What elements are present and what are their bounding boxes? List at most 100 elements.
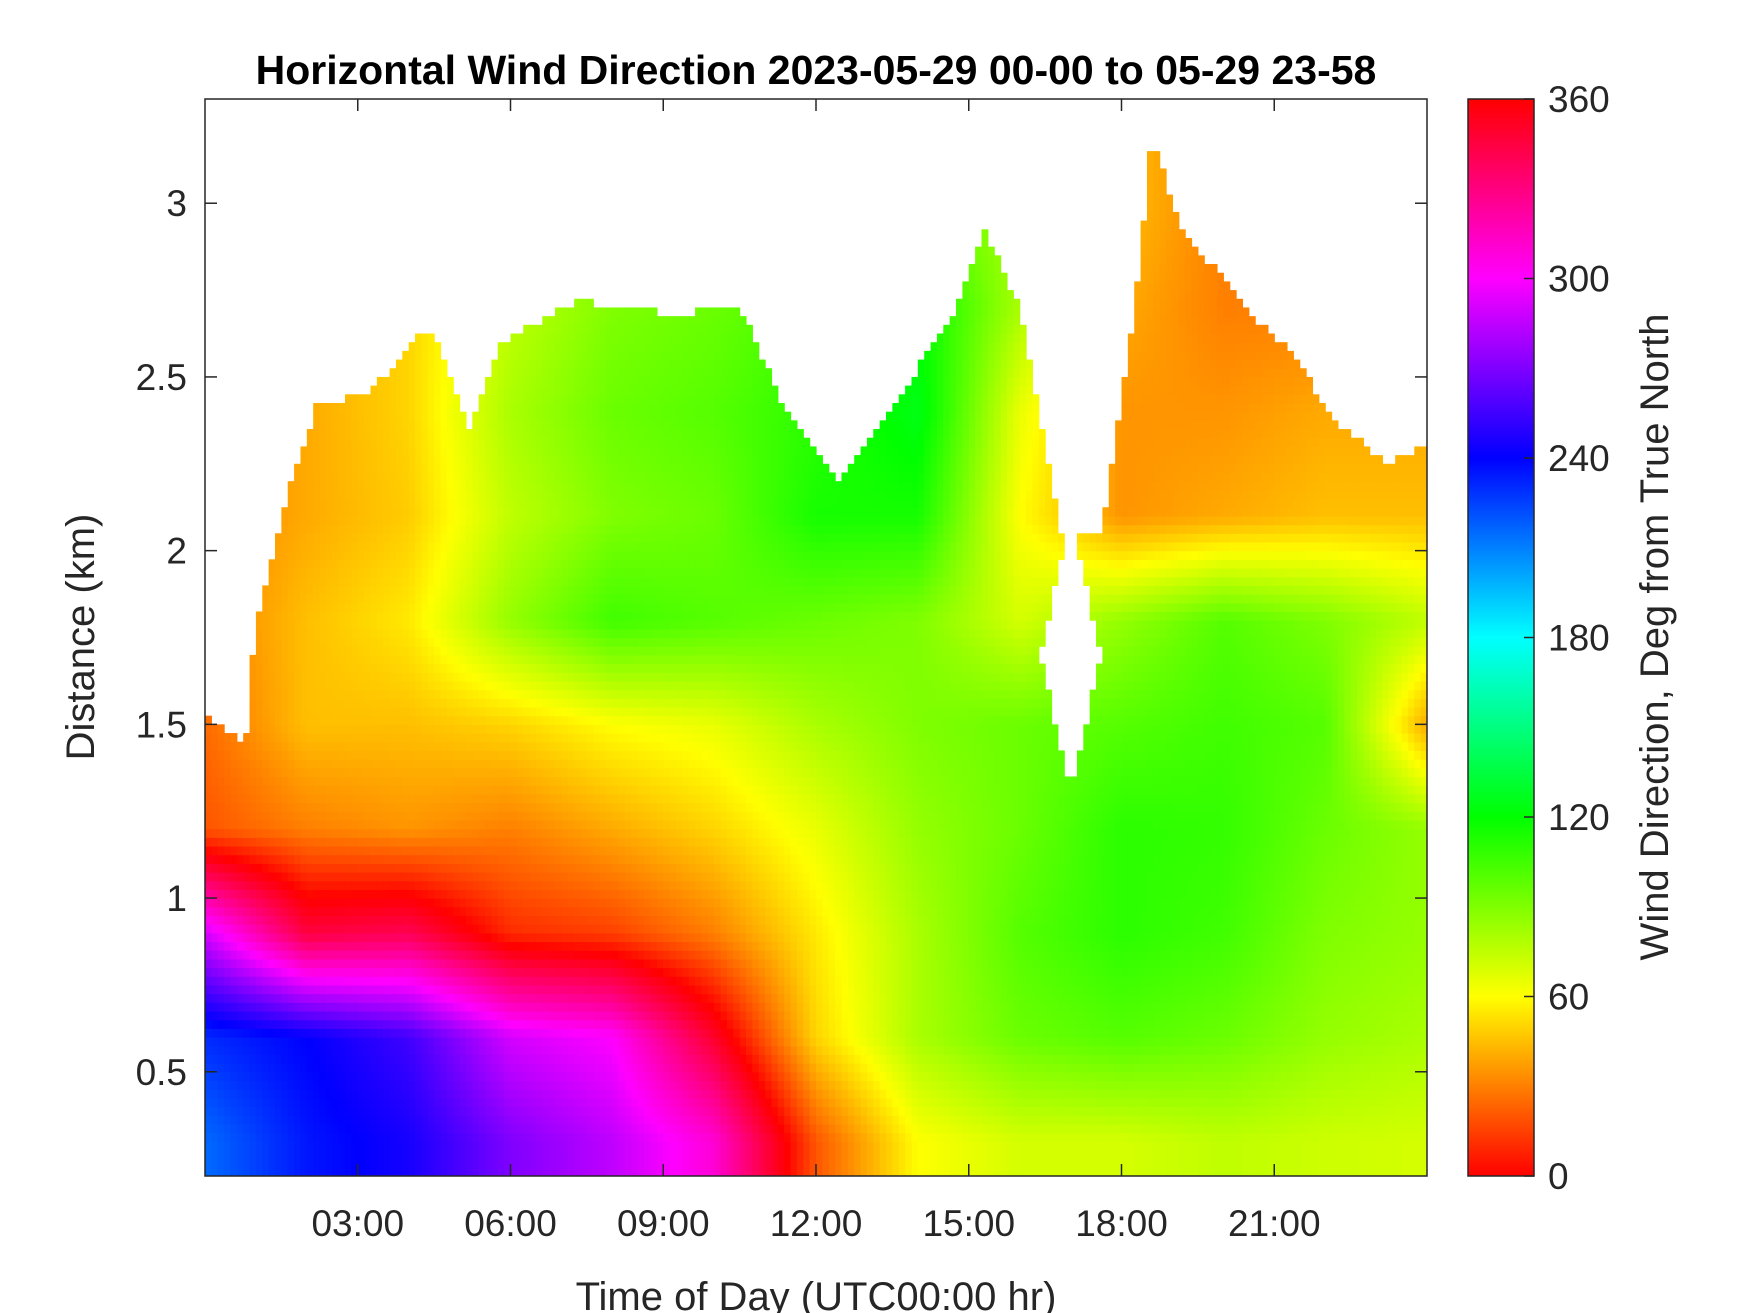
heatmap-cell <box>376 611 384 621</box>
heatmap-cell <box>535 1063 543 1073</box>
heatmap-cell <box>389 446 397 456</box>
heatmap-cell <box>262 837 270 847</box>
heatmap-cell <box>383 585 391 595</box>
heatmap-cell <box>306 845 314 856</box>
heatmap-cell <box>281 1115 289 1125</box>
heatmap-cell <box>497 1106 505 1116</box>
heatmap-cell <box>325 698 333 708</box>
heatmap-cell <box>383 559 391 569</box>
heatmap-cell <box>453 1149 461 1160</box>
heatmap-cell <box>300 533 308 543</box>
heatmap-cell <box>421 646 429 656</box>
heatmap-cell <box>504 1115 512 1125</box>
heatmap-cell <box>357 559 365 569</box>
heatmap-cell <box>224 872 232 882</box>
heatmap-cell <box>542 429 550 439</box>
heatmap-cell <box>529 1132 537 1142</box>
heatmap-cell <box>497 811 505 821</box>
heatmap-cell <box>364 672 372 682</box>
heatmap-cell <box>427 759 435 769</box>
heatmap-cell <box>364 481 372 491</box>
heatmap-cell <box>548 854 556 864</box>
heatmap-cell <box>313 863 321 873</box>
heatmap-cell <box>535 533 543 543</box>
heatmap-cell <box>325 1010 333 1021</box>
heatmap-cell <box>491 585 499 595</box>
heatmap-cell <box>408 793 416 804</box>
heatmap-cell <box>255 1097 263 1108</box>
heatmap-cell <box>319 863 327 873</box>
heatmap-cell <box>415 880 422 890</box>
heatmap-cell <box>205 1158 212 1168</box>
heatmap-cell <box>345 411 352 421</box>
heatmap-cell <box>548 324 556 335</box>
heatmap-cell <box>364 750 372 760</box>
heatmap-cell <box>306 463 314 474</box>
heatmap-cell <box>287 576 295 586</box>
heatmap-cell <box>427 333 435 343</box>
heatmap-cell <box>427 429 435 439</box>
heatmap-cell <box>548 898 556 908</box>
heatmap-cell <box>395 472 403 482</box>
heatmap-cell <box>370 706 378 717</box>
heatmap-cell <box>230 845 238 856</box>
heatmap-cell <box>529 819 537 830</box>
heatmap-cell <box>376 1141 384 1151</box>
heatmap-cell <box>383 550 391 560</box>
heatmap-cell <box>205 1054 212 1064</box>
heatmap-cell <box>485 385 492 395</box>
heatmap-cell <box>408 1063 416 1073</box>
heatmap-cell <box>395 1054 403 1064</box>
heatmap-cell <box>294 1002 302 1012</box>
heatmap-cell <box>389 689 397 699</box>
heatmap-cell <box>485 1141 492 1151</box>
heatmap-cell <box>395 611 403 621</box>
heatmap-cell <box>370 1010 378 1021</box>
heatmap-cell <box>510 498 518 508</box>
heatmap-cell <box>383 524 391 534</box>
heatmap-cell <box>510 576 518 586</box>
heatmap-cell <box>567 941 575 951</box>
heatmap-cell <box>395 1089 403 1099</box>
heatmap-cell <box>453 402 461 413</box>
heatmap-cell <box>319 628 327 639</box>
heatmap-cell <box>275 611 282 621</box>
heatmap-cell <box>555 1149 563 1160</box>
heatmap-cell <box>357 481 365 491</box>
heatmap-cell <box>427 802 435 812</box>
heatmap-cell <box>402 1132 410 1142</box>
heatmap-cell <box>319 941 327 951</box>
heatmap-cell <box>510 1010 518 1021</box>
heatmap-cell <box>497 541 505 552</box>
heatmap-cell <box>523 837 531 847</box>
heatmap-cell <box>300 819 308 830</box>
heatmap-cell <box>395 489 403 500</box>
heatmap-cell <box>497 611 505 621</box>
heatmap-cell <box>255 620 263 630</box>
heatmap-cell <box>395 950 403 960</box>
heatmap-cell <box>535 984 543 995</box>
heatmap-cell <box>217 724 225 734</box>
heatmap-cell <box>243 1149 251 1160</box>
heatmap-cell <box>491 1106 499 1116</box>
heatmap-cell <box>523 342 531 352</box>
heatmap-cell <box>535 402 543 413</box>
heatmap-cell <box>243 915 251 925</box>
heatmap-cell <box>383 1028 391 1038</box>
heatmap-cell <box>224 1141 232 1151</box>
heatmap-cell <box>364 594 372 604</box>
heatmap-cell <box>440 733 448 743</box>
heatmap-cell <box>408 1132 416 1142</box>
heatmap-cell <box>281 741 289 752</box>
heatmap-cell <box>485 672 492 682</box>
heatmap-cell <box>319 958 327 969</box>
heatmap-cell <box>529 637 537 647</box>
heatmap-cell <box>325 1123 333 1134</box>
heatmap-cell <box>332 1141 340 1151</box>
heatmap-cell <box>383 932 391 943</box>
heatmap-cell <box>504 602 512 613</box>
heatmap-cell <box>389 750 397 760</box>
heatmap-cell <box>287 1063 295 1073</box>
heatmap-cell <box>440 498 448 508</box>
heatmap-cell <box>510 984 518 995</box>
